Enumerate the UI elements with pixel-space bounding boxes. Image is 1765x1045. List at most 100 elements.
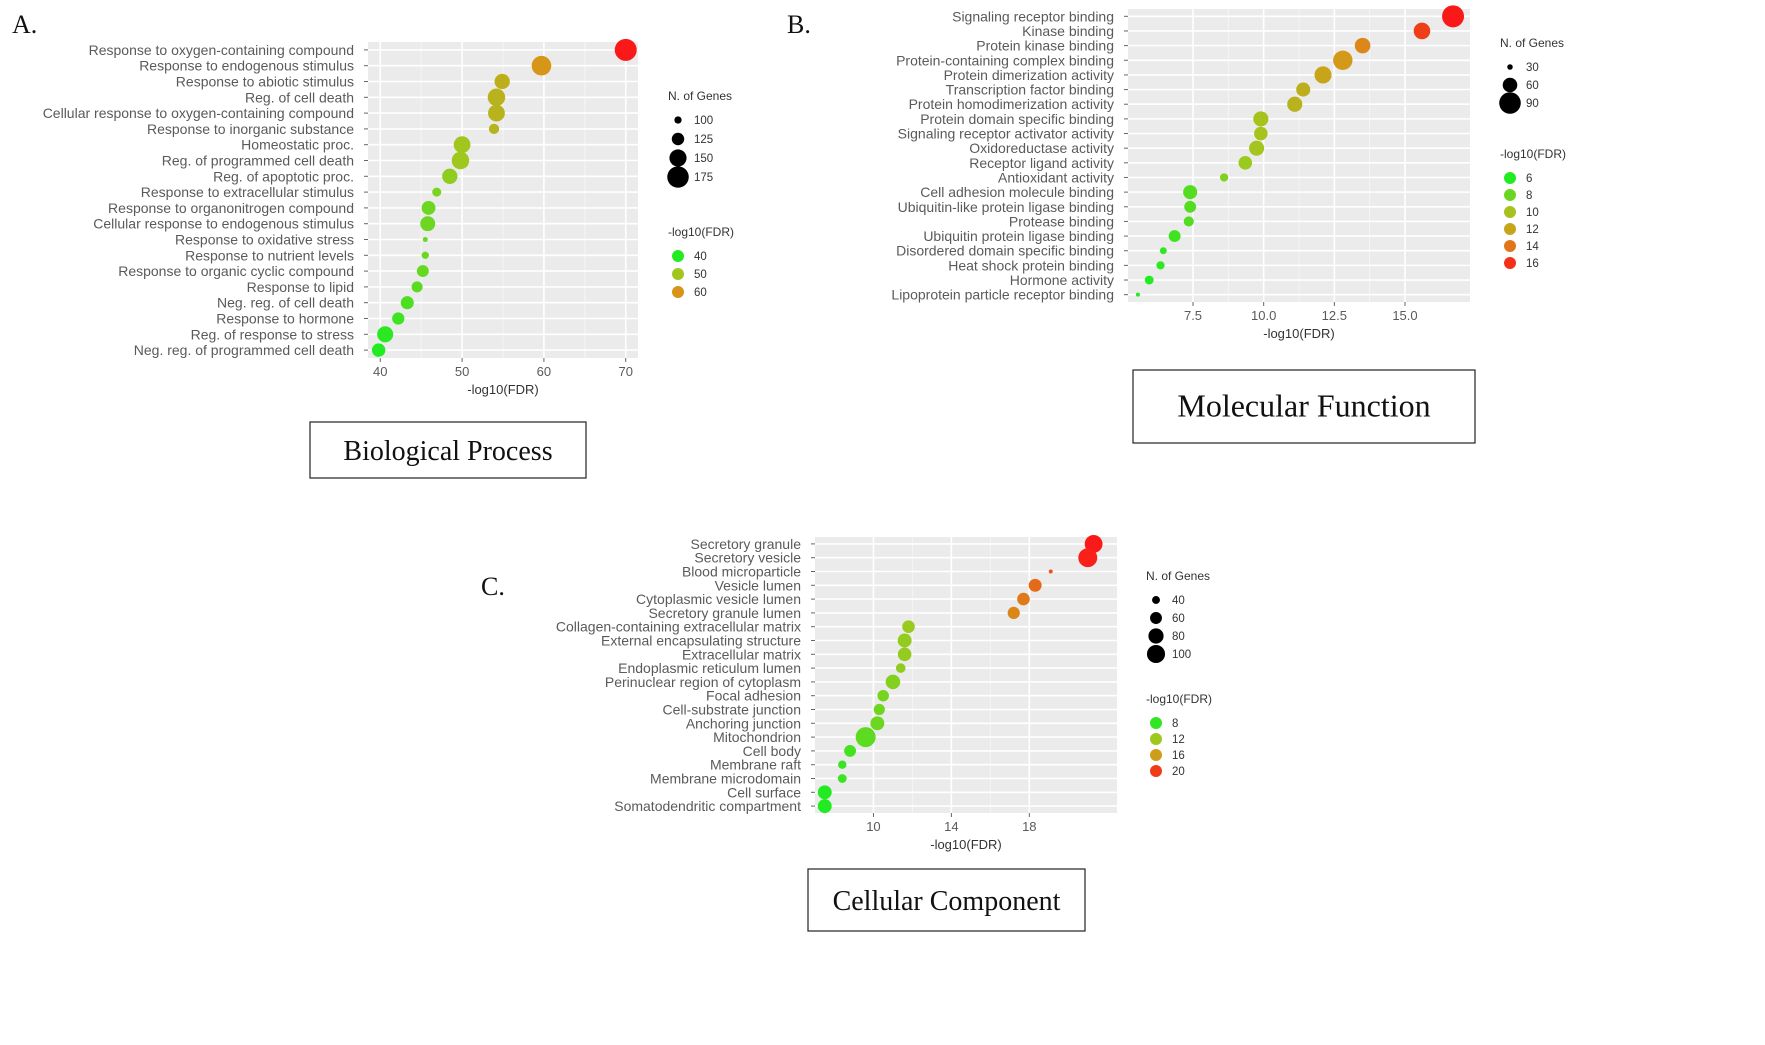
category-label: Signaling receptor activator activity (898, 126, 1114, 142)
x-tick-label: 14 (944, 819, 958, 834)
data-point (1078, 548, 1098, 568)
data-point (1017, 592, 1030, 606)
data-point (1159, 247, 1167, 255)
category-label: Extracellular matrix (682, 646, 801, 662)
data-point (838, 760, 847, 769)
data-point (451, 151, 470, 170)
category-label: Ubiquitin-like protein ligase binding (898, 199, 1114, 215)
x-tick-label: 12.5 (1322, 308, 1347, 323)
x-tick-label: 50 (455, 364, 469, 379)
size-legend-dot (1150, 612, 1162, 624)
data-point (392, 312, 405, 325)
category-label: Ubiquitin protein ligase binding (923, 228, 1114, 244)
category-label: Homeostatic proc. (241, 137, 354, 153)
x-tick-label: 18 (1022, 819, 1036, 834)
data-point (494, 73, 510, 90)
caption-label: Biological Process (343, 436, 552, 467)
caption-label: Molecular Function (1177, 388, 1430, 424)
category-label: Cellular response to endogenous stimulus (93, 216, 354, 232)
size-legend-label: 30 (1526, 62, 1539, 74)
size-legend-dot (669, 149, 687, 167)
category-label: Response to abiotic stimulus (176, 74, 354, 90)
category-label: Response to organonitrogen compound (108, 200, 354, 216)
category-label: Endoplasmic reticulum lumen (618, 660, 801, 676)
category-label: Anchoring junction (686, 715, 801, 731)
category-label: Disordered domain specific binding (896, 243, 1114, 259)
data-point (400, 296, 414, 310)
data-point (1254, 126, 1268, 141)
category-label: Vesicle lumen (715, 577, 801, 593)
color-legend-label: 8 (1526, 190, 1532, 202)
size-legend-dot (667, 166, 689, 188)
color-legend-title: -log10(FDR) (1146, 692, 1212, 706)
size-legend-dot (1502, 77, 1518, 93)
x-axis-title: -log10(FDR) (1263, 326, 1335, 341)
data-point (1238, 156, 1253, 170)
category-label: Blood microparticle (682, 564, 801, 580)
category-label: Membrane raft (710, 757, 801, 773)
x-tick-label: 7.5 (1184, 308, 1202, 323)
category-label: Hormone activity (1010, 272, 1114, 288)
color-legend-dot (1504, 257, 1516, 269)
category-label: Kinase binding (1022, 23, 1114, 39)
data-point (442, 168, 458, 184)
data-point (371, 343, 386, 357)
panel-a: A. 40 50 60 70 -log10(FDR) Response to oxygen-… (12, 10, 734, 479)
caption-box (309, 421, 587, 479)
category-label: Focal adhesion (706, 688, 801, 704)
data-point (1354, 37, 1371, 54)
category-label: Secretory granule (690, 536, 801, 552)
data-point (1183, 216, 1194, 227)
size-legend-title: N. of Genes (668, 89, 732, 103)
category-label: Signaling receptor binding (952, 8, 1114, 24)
category-label: Response to oxygen-containing compound (89, 42, 354, 58)
color-legend-title: -log10(FDR) (1500, 147, 1566, 161)
color-legend-dot (1504, 223, 1516, 235)
data-point (837, 774, 847, 783)
color-legend-label: 10 (1526, 207, 1539, 219)
size-legend-label: 80 (1172, 631, 1185, 643)
size-legend-label: 125 (694, 134, 713, 146)
data-point (1333, 50, 1353, 70)
category-label: Mitochondrion (713, 729, 801, 745)
data-point (873, 703, 885, 716)
data-point (1253, 111, 1269, 127)
color-legend-dot (1150, 717, 1162, 729)
data-point (895, 663, 906, 673)
data-point (844, 744, 857, 757)
color-legend-dot (1504, 240, 1516, 252)
category-label: Cell-substrate junction (662, 702, 801, 718)
category-label: Antioxidant activity (998, 169, 1114, 185)
color-legend-dot (672, 268, 684, 280)
data-point (432, 187, 442, 197)
panel-letter: A. (12, 10, 37, 39)
color-legend-dot (1504, 206, 1516, 218)
x-tick-label: 10.0 (1251, 308, 1276, 323)
color-legend-dot (1150, 733, 1162, 745)
category-label: Cellular response to oxygen-containing c… (43, 105, 354, 121)
color-legend-dot (672, 286, 684, 298)
data-point (416, 265, 429, 278)
data-point (1314, 66, 1332, 84)
data-point (411, 281, 423, 293)
category-label: Response to oxidative stress (175, 232, 354, 248)
category-label: Protein homodimerization activity (909, 96, 1114, 112)
data-point (1144, 275, 1154, 285)
color-legend-dot (1504, 172, 1516, 184)
category-label: Oxidoreductase activity (969, 140, 1114, 156)
category-label: Somatodendritic compartment (614, 798, 801, 814)
size-legend-label: 150 (694, 153, 713, 165)
category-label: Heat shock protein binding (948, 257, 1114, 273)
plot-background (815, 537, 1117, 813)
data-point (877, 689, 889, 702)
category-label: Response to inorganic substance (147, 121, 354, 137)
size-legend-dot (674, 116, 682, 124)
size-legend-label: 40 (1172, 595, 1185, 607)
data-point (1048, 569, 1053, 574)
data-point (453, 136, 471, 154)
color-legend-dot (1504, 189, 1516, 201)
size-legend-title: N. of Genes (1146, 569, 1210, 583)
size-legend-dot (1146, 644, 1166, 664)
color-legend-label: 20 (1172, 766, 1185, 778)
